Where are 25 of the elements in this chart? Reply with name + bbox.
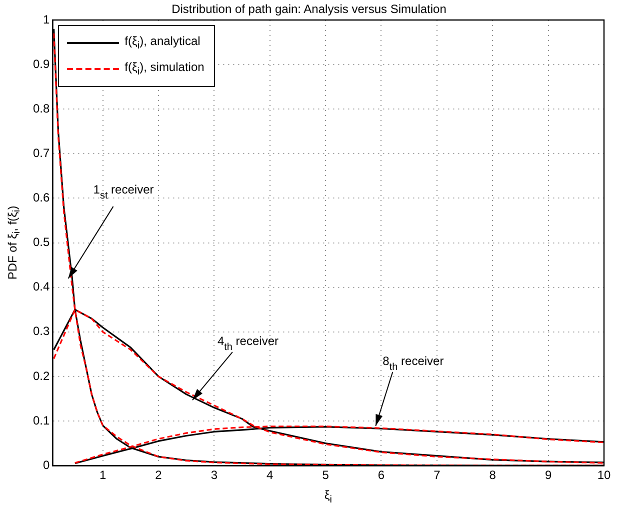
x-tick-label: 2	[155, 468, 162, 482]
y-tick-label: 1	[42, 12, 50, 26]
legend-label: f(ξ$_{i}$), analytical	[124, 34, 200, 52]
y-tick-label: 0.5	[32, 235, 50, 250]
y-tick-label: 0	[42, 458, 50, 472]
y-tick-label: 0.2	[32, 368, 50, 383]
y-tick-label: 0.1	[32, 413, 50, 428]
x-tick-label: 5	[322, 468, 330, 482]
x-tick-label: 7	[434, 468, 441, 482]
x-tick-label: 8	[489, 468, 496, 482]
chart-title: Distribution of path gain: Analysis versus Simulation	[172, 2, 446, 16]
x-tick-label: 9	[544, 468, 552, 482]
x-tick-label: 10	[597, 468, 611, 482]
y-tick-label: 0.7	[32, 146, 50, 160]
x-axis-title: ξ$_{i}$	[324, 488, 332, 506]
y-tick-label: 0.3	[32, 324, 50, 338]
x-tick-label: 6	[378, 468, 385, 482]
x-tick-label: 3	[210, 468, 218, 482]
legend-label: f(ξ$_{i}$), simulation	[124, 60, 204, 78]
x-tick-label: 4	[266, 468, 274, 482]
y-tick-label: 0.9	[32, 56, 50, 71]
y-tick-label: 0.8	[32, 101, 50, 116]
y-tick-label: 0.6	[32, 190, 50, 205]
x-tick-label: 1	[99, 468, 106, 482]
y-tick-label: 0.4	[32, 280, 50, 294]
